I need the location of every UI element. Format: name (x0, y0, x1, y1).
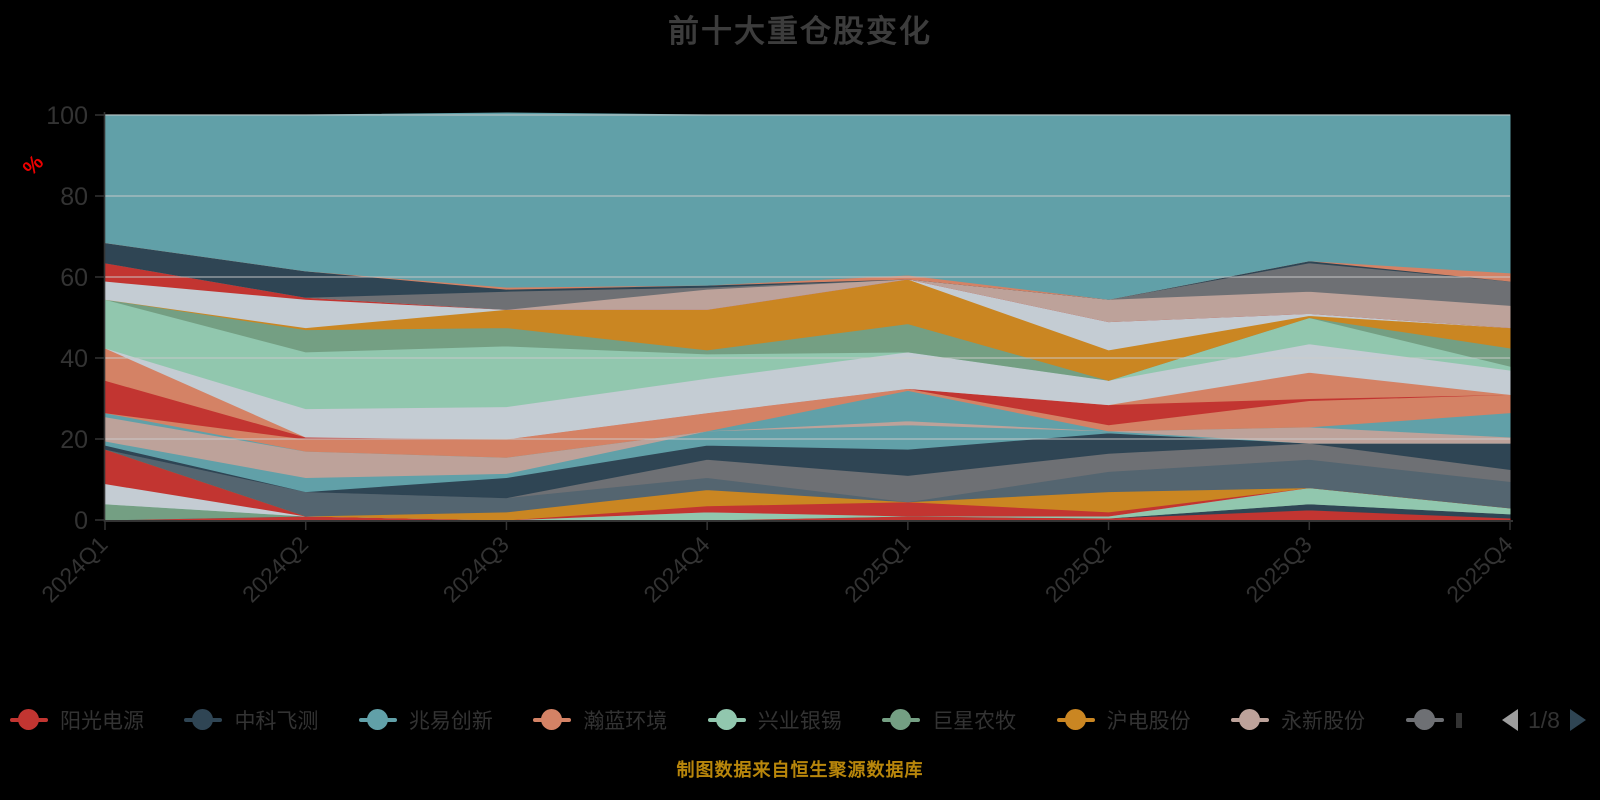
legend-item-瀚蓝环境[interactable]: 瀚蓝环境 (533, 705, 667, 735)
x-tick-label-2025Q4: 2025Q4 (1441, 531, 1517, 607)
legend-item-兴业银锡[interactable]: 兴业银锡 (707, 705, 842, 735)
legend-item-沪电股份[interactable]: 沪电股份 (1056, 705, 1191, 735)
legend-label: 兴业银锡 (757, 710, 842, 733)
y-tick-label-0: 0 (74, 507, 88, 535)
y-tick-label-40: 40 (60, 345, 88, 373)
legend-marker-icon (707, 709, 746, 731)
stacked-area-plot: 0 20 40 60 80 100% 2024Q1 2024Q2 2024Q3 2024Q4 202… (19, 102, 1518, 607)
legend-marker-icon (1056, 709, 1095, 731)
x-tick-label-2024Q4: 2024Q4 (638, 531, 714, 607)
legend-item-永新股份[interactable]: 永新股份 (1231, 705, 1365, 735)
x-tick-label-2024Q3: 2024Q3 (438, 531, 514, 607)
y-tick-label-60: 60 (60, 264, 88, 292)
y-tick-label-20: 20 (60, 426, 88, 454)
legend-item-中科飞测[interactable]: 中科飞测 (184, 705, 318, 735)
page-title: 前十大重仓股变化 (668, 14, 932, 49)
legend-label-clipped (1455, 712, 1462, 728)
legend-item-阳光电源[interactable]: 阳光电源 (10, 705, 144, 735)
y-tick-label-100: 100 (46, 102, 88, 130)
legend-item-clipped[interactable] (1405, 709, 1462, 731)
legend-page-indicator: 1/8 (1527, 706, 1560, 733)
legend-marker-icon (882, 709, 921, 731)
legend-label: 阳光电源 (60, 710, 144, 733)
legend-marker-icon (184, 709, 223, 731)
legend-marker-icon (1231, 709, 1270, 731)
x-tick-label-2025Q1: 2025Q1 (839, 531, 915, 607)
legend: 阳光电源 中科飞测 兆易创新 瀚蓝环境 兴业银锡 巨星农牧 沪电股份 永新股份 1/8 (10, 696, 1586, 744)
legend-marker-icon (1405, 709, 1444, 731)
legend-pager: 1/8 (1501, 706, 1586, 734)
area-series-27 (104, 112, 1511, 300)
x-tick-label-2024Q2: 2024Q2 (237, 531, 313, 607)
x-tick-label-2024Q1: 2024Q1 (36, 531, 112, 607)
legend-item-兆易创新[interactable]: 兆易创新 (358, 705, 493, 735)
legend-label: 巨星农牧 (932, 710, 1017, 733)
legend-marker-icon (10, 709, 48, 731)
legend-marker-icon (358, 709, 397, 731)
legend-label: 永新股份 (1281, 710, 1366, 733)
legend-prev-page-arrow-icon[interactable] (1501, 709, 1518, 731)
legend-next-page-arrow-icon[interactable] (1569, 709, 1586, 731)
legend-label: 兆易创新 (408, 710, 493, 733)
legend-label: 瀚蓝环境 (583, 710, 668, 733)
legend-label: 沪电股份 (1106, 710, 1191, 733)
y-tick-label-80: 80 (60, 183, 88, 211)
x-tick-label-2025Q3: 2025Q3 (1241, 531, 1317, 607)
data-source-note: 制图数据来自恒生聚源数据库 (676, 760, 924, 780)
y-axis-unit-label: % (19, 150, 49, 180)
x-tick-label-2025Q2: 2025Q2 (1040, 531, 1116, 607)
legend-item-巨星农牧[interactable]: 巨星农牧 (882, 705, 1016, 735)
legend-marker-icon (533, 709, 572, 731)
legend-label: 中科飞测 (234, 710, 319, 733)
